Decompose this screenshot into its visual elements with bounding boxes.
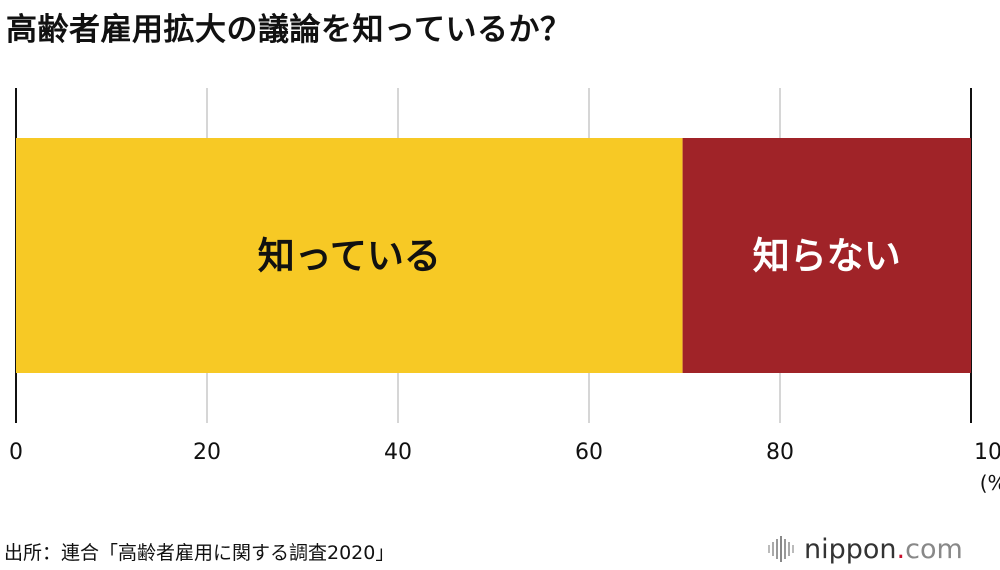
tick-label: 0: [9, 440, 23, 465]
logo-name: nippon: [804, 533, 897, 565]
bar-segment-2: [682, 138, 971, 373]
logo-suffix: com: [905, 533, 963, 565]
logo-dot: .: [896, 533, 906, 565]
nippon-logo: nippon. com: [768, 532, 963, 566]
tick-label: 80: [766, 440, 794, 465]
unit-label: (%): [980, 471, 1000, 495]
source-note: 出所：連合「高齢者雇用に関する調査2020」: [4, 542, 395, 564]
tick-label: 60: [575, 440, 603, 465]
tick-label: 40: [384, 440, 412, 465]
chart-title: 高齢者雇用拡大の議論を知っているか？: [6, 12, 572, 48]
bar-segment-1: [16, 138, 683, 373]
tick-label: 20: [193, 440, 221, 465]
barcode-mark-icon: [768, 536, 798, 562]
bar-label-1: 知っている: [258, 235, 441, 278]
stacked-bar-chart: 知っている 知らない 0 20 40 60 80 100 (%): [9, 88, 1000, 495]
tick-label: 100: [974, 440, 1000, 465]
bar-label-2: 知らない: [753, 235, 901, 278]
